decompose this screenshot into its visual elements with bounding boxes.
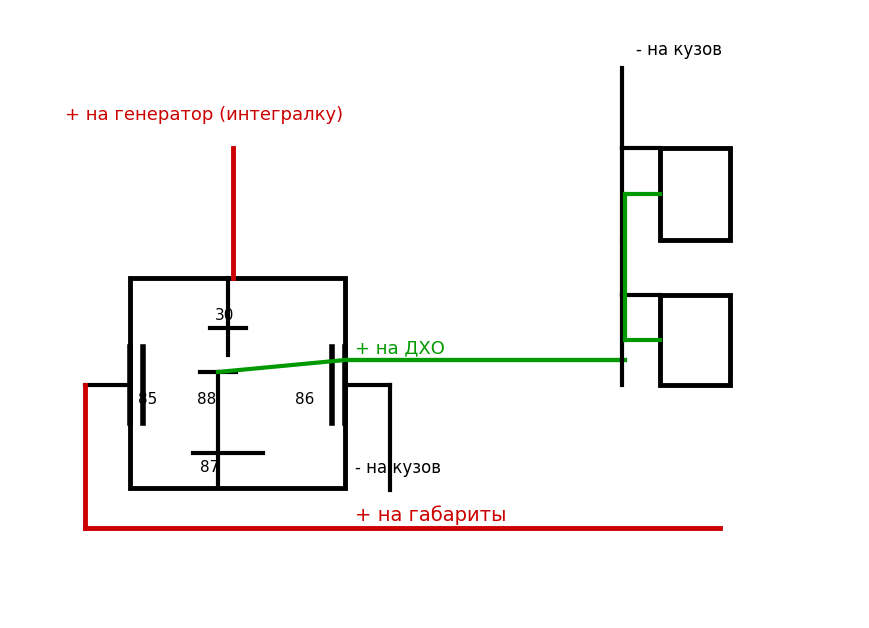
Bar: [660, 295, 729, 385]
Text: - на кузов: - на кузов: [635, 41, 721, 59]
Text: 88: 88: [196, 392, 216, 408]
Text: 86: 86: [295, 392, 314, 408]
Bar: [129, 278, 345, 488]
Text: + на генератор (интегралку): + на генератор (интегралку): [65, 106, 342, 124]
Text: - на кузов: - на кузов: [355, 459, 441, 477]
Text: + на ДХО: + на ДХО: [355, 339, 444, 357]
Bar: [660, 148, 729, 240]
Text: 30: 30: [215, 308, 234, 323]
Text: 87: 87: [200, 460, 219, 475]
Text: + на габариты: + на габариты: [355, 505, 506, 525]
Text: 85: 85: [138, 392, 157, 408]
